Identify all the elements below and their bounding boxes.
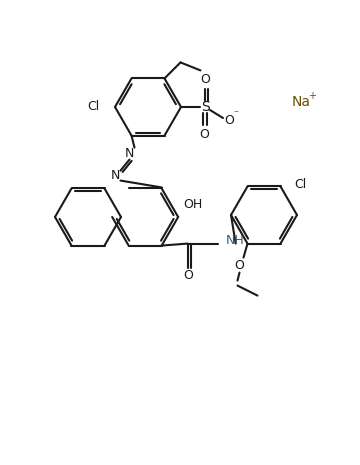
- Text: O: O: [184, 269, 194, 282]
- Text: NH: NH: [226, 234, 244, 247]
- Text: S: S: [201, 100, 210, 114]
- Text: N: N: [125, 147, 134, 160]
- Text: Na: Na: [292, 95, 311, 109]
- Text: +: +: [308, 91, 316, 101]
- Text: N: N: [111, 169, 120, 182]
- Text: O: O: [199, 127, 209, 140]
- Text: Cl: Cl: [87, 100, 99, 113]
- Text: Cl: Cl: [294, 178, 307, 191]
- Text: O: O: [224, 114, 234, 127]
- Text: ⁻: ⁻: [233, 109, 239, 119]
- Text: OH: OH: [183, 199, 202, 212]
- Text: O: O: [235, 259, 244, 272]
- Text: O: O: [200, 73, 210, 86]
